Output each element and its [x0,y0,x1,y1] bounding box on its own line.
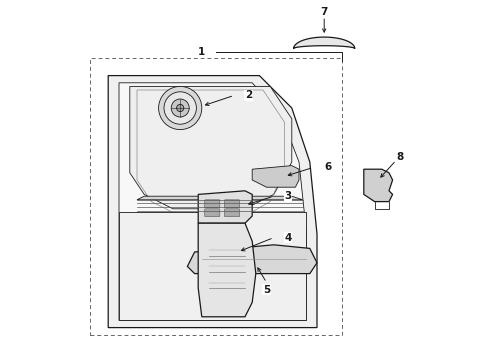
FancyBboxPatch shape [224,209,240,217]
Polygon shape [137,196,303,200]
Bar [90,58,342,335]
Text: 4: 4 [285,233,292,243]
Polygon shape [108,76,317,328]
FancyBboxPatch shape [205,209,220,217]
Text: 2: 2 [245,90,252,100]
Circle shape [176,104,184,112]
Polygon shape [252,166,299,187]
Circle shape [164,92,196,124]
Polygon shape [130,86,292,209]
Text: 3: 3 [285,191,292,201]
FancyBboxPatch shape [205,200,220,208]
Circle shape [159,86,202,130]
Polygon shape [364,169,392,202]
Polygon shape [198,191,252,223]
Bar [119,212,306,320]
Polygon shape [119,83,306,320]
Text: 5: 5 [263,285,270,295]
Text: 6: 6 [324,162,331,172]
Text: 7: 7 [320,6,328,17]
Text: 8: 8 [396,152,403,162]
Polygon shape [198,223,256,317]
Circle shape [171,99,189,117]
Text: 1: 1 [198,47,205,57]
Polygon shape [294,37,355,49]
Polygon shape [187,245,317,274]
FancyBboxPatch shape [224,200,240,208]
